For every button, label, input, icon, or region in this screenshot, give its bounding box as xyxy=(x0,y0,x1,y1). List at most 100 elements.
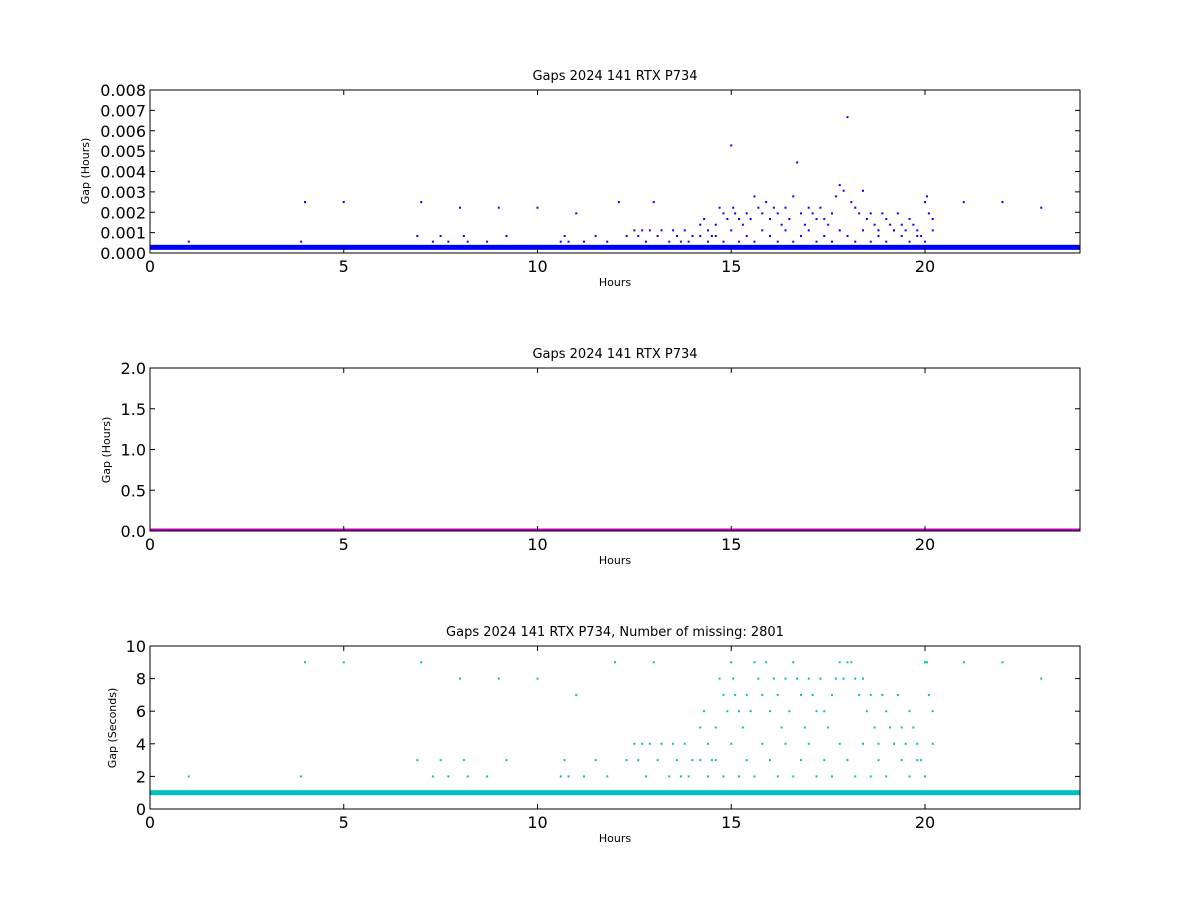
data-point xyxy=(761,212,764,215)
data-point xyxy=(342,661,345,664)
data-point xyxy=(699,235,702,238)
data-point xyxy=(703,218,706,221)
data-point xyxy=(924,201,926,204)
data-point xyxy=(931,218,934,221)
data-point xyxy=(807,677,810,680)
y-tick-label: 0.007 xyxy=(100,101,146,120)
y-tick-label: 0.000 xyxy=(100,244,146,263)
data-point xyxy=(745,212,748,215)
data-point xyxy=(300,775,303,778)
data-point xyxy=(563,235,566,238)
data-point xyxy=(850,661,853,664)
data-point xyxy=(722,693,725,696)
x-tick-label: 5 xyxy=(339,813,349,832)
data-point xyxy=(583,775,585,778)
data-point xyxy=(838,661,841,664)
data-point xyxy=(776,240,779,243)
data-point xyxy=(652,661,655,664)
data-point xyxy=(877,742,880,745)
data-point xyxy=(757,206,760,209)
data-point xyxy=(459,677,461,680)
data-point xyxy=(927,212,930,215)
data-point xyxy=(931,742,934,745)
data-point xyxy=(536,206,539,209)
data-point xyxy=(823,759,826,762)
baseline-band xyxy=(150,790,1080,796)
data-point xyxy=(462,235,465,238)
data-point xyxy=(730,742,733,745)
data-point xyxy=(466,240,469,243)
data-point xyxy=(838,742,841,745)
data-point xyxy=(823,235,826,238)
data-point xyxy=(800,212,802,215)
data-point xyxy=(908,775,911,778)
data-point xyxy=(769,218,771,221)
data-point xyxy=(815,240,818,243)
data-point xyxy=(1040,677,1043,680)
plot-area: 0 5 10 15 20 0 2 4 6 8 10 xyxy=(126,637,1081,832)
data-point xyxy=(633,742,636,745)
data-point xyxy=(854,206,857,209)
data-point xyxy=(900,223,903,226)
data-point xyxy=(497,206,500,209)
data-point xyxy=(772,677,775,680)
y-tick-label: 10 xyxy=(126,637,146,656)
data-point xyxy=(846,759,849,762)
data-point xyxy=(896,693,899,696)
data-point xyxy=(831,775,833,778)
data-point xyxy=(710,759,713,762)
data-point xyxy=(645,775,647,778)
data-point xyxy=(641,742,644,745)
data-point xyxy=(776,693,779,696)
axes-frame xyxy=(149,645,1081,810)
data-point xyxy=(761,693,764,696)
data-point xyxy=(745,759,748,762)
data-point xyxy=(869,212,872,215)
data-point xyxy=(505,759,508,762)
data-point xyxy=(842,189,845,192)
data-point xyxy=(784,742,787,745)
data-point xyxy=(908,240,911,243)
data-point xyxy=(707,240,709,243)
data-point xyxy=(722,775,725,778)
gaps-hours-overview-panel: Gaps 2024 141 RTX P734 Gap (Hours) Hours… xyxy=(100,347,1081,567)
data-point xyxy=(652,201,655,204)
data-point xyxy=(583,240,585,243)
data-point xyxy=(753,240,756,243)
data-point xyxy=(772,206,775,209)
data-point xyxy=(734,693,737,696)
data-point xyxy=(707,742,709,745)
data-point xyxy=(656,235,659,238)
data-point xyxy=(823,218,826,221)
data-point xyxy=(858,693,861,696)
x-tick-label: 20 xyxy=(915,257,935,276)
data-point xyxy=(858,212,861,215)
y-tick-label: 0.004 xyxy=(100,163,146,182)
data-point xyxy=(672,229,675,232)
data-point xyxy=(679,240,682,243)
data-point xyxy=(962,661,965,664)
data-point xyxy=(869,693,872,696)
y-tick-label: 6 xyxy=(136,702,146,721)
gaps-hours-panel: Gaps 2024 141 RTX P734 Gap (Hours) Hours… xyxy=(79,69,1081,289)
data-point xyxy=(862,677,864,680)
data-point xyxy=(815,710,818,713)
data-point xyxy=(745,693,748,696)
y-tick-label: 0.005 xyxy=(100,142,146,161)
data-point xyxy=(873,726,876,729)
data-point xyxy=(900,759,903,762)
data-point xyxy=(447,775,450,778)
x-tick-label: 5 xyxy=(339,257,349,276)
data-point xyxy=(749,218,752,221)
data-point xyxy=(827,726,830,729)
data-point xyxy=(431,775,434,778)
data-point xyxy=(925,195,928,198)
data-point xyxy=(660,229,663,232)
data-point xyxy=(877,235,880,238)
y-tick-label: 0.002 xyxy=(100,203,146,222)
data-point xyxy=(850,201,853,204)
chart-title: Gaps 2024 141 RTX P734 xyxy=(532,69,697,84)
data-point xyxy=(730,229,733,232)
x-axis-label: Hours xyxy=(599,832,631,845)
